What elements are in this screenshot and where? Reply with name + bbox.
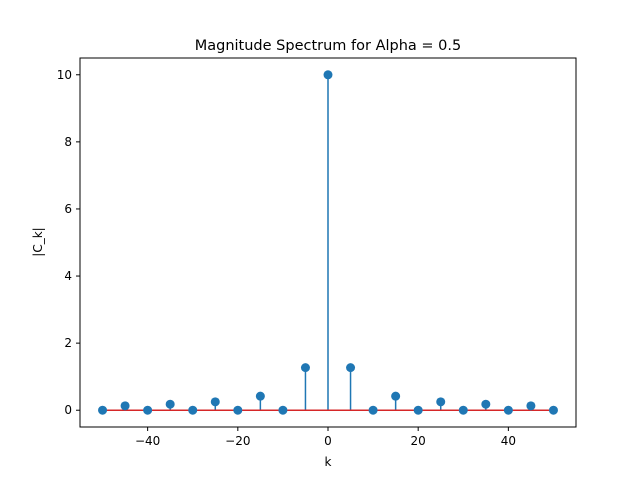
y-tick-label: 2 (64, 336, 72, 350)
plot-area (98, 70, 558, 415)
stem-marker (481, 399, 491, 409)
x-tick-label: −20 (225, 434, 250, 448)
stem-marker (458, 405, 468, 415)
stem-marker (98, 405, 108, 415)
stem-marker (323, 70, 333, 80)
stem-marker (346, 363, 356, 373)
stem-marker (120, 401, 130, 411)
stem-marker (391, 391, 401, 401)
y-tick-label: 8 (64, 135, 72, 149)
stem-marker (436, 397, 446, 407)
x-tick-label: 40 (501, 434, 516, 448)
stem-marker (188, 405, 198, 415)
stem-marker (255, 391, 265, 401)
x-axis-label: k (325, 455, 332, 469)
stem-marker (413, 405, 423, 415)
y-tick-label: 0 (64, 403, 72, 417)
x-tick-label: 0 (324, 434, 332, 448)
stem-marker (233, 405, 243, 415)
stem-marker (278, 405, 288, 415)
y-tick-label: 6 (64, 202, 72, 216)
stem-marker (503, 405, 513, 415)
stem-marker (143, 405, 153, 415)
x-tick-label: −40 (135, 434, 160, 448)
stem-marker (210, 397, 220, 407)
y-tick-label: 4 (64, 269, 72, 283)
chart-title: Magnitude Spectrum for Alpha = 0.5 (195, 38, 462, 54)
stem-marker (165, 399, 175, 409)
stem-marker (368, 405, 378, 415)
y-axis-ticks: 0 2 4 6 8 10 (57, 68, 80, 417)
stem-marker (548, 405, 558, 415)
stem-marker (300, 363, 310, 373)
stem-marker (526, 401, 536, 411)
x-tick-label: 20 (411, 434, 426, 448)
y-axis-label: |C_k| (31, 227, 45, 256)
x-axis-ticks: −40 −20 0 20 40 (135, 427, 516, 448)
y-tick-label: 10 (57, 68, 72, 82)
